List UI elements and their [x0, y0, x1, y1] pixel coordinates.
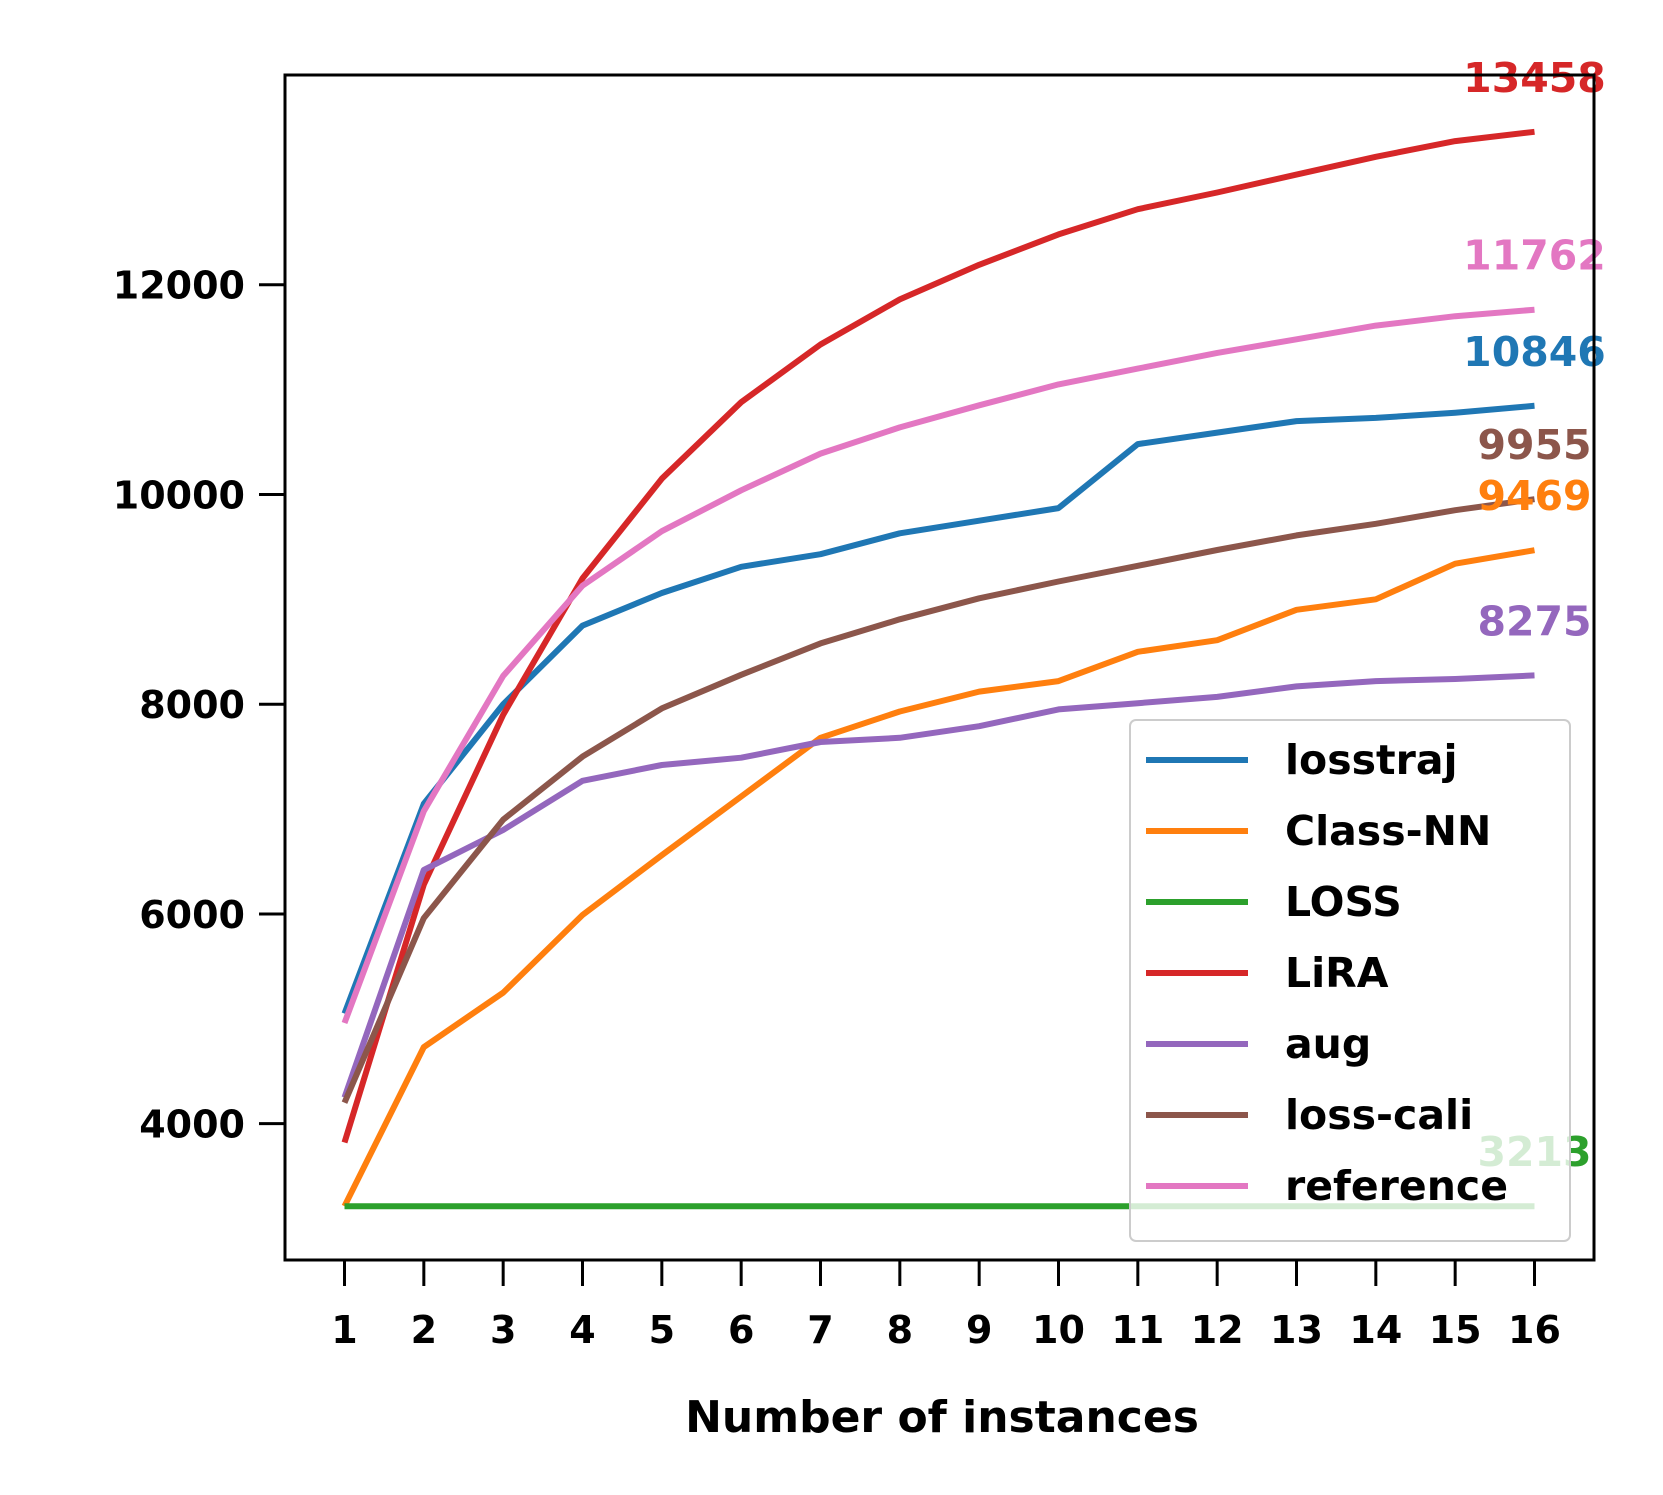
legend-label-losstraj: losstraj: [1285, 736, 1458, 784]
axes-frame: [283, 73, 1596, 1262]
series-line-LiRA: [341, 128, 1535, 1144]
series-line-loss-cali: [341, 496, 1535, 1104]
x-tick-label: 3: [490, 1308, 516, 1352]
y-tick-label: 4000: [139, 1103, 245, 1147]
y-tick-label: 6000: [139, 893, 245, 937]
x-tick-label: 1: [331, 1308, 357, 1352]
series-line-aug: [341, 672, 1535, 1099]
y-tick-label: 10000: [113, 473, 245, 517]
x-tick-label: 9: [966, 1308, 992, 1352]
legend-label-LiRA: LiRA: [1285, 949, 1389, 997]
legend-label-aug: aug: [1285, 1020, 1371, 1068]
end-label-reference: 11762: [1463, 232, 1606, 280]
end-label-loss-cali: 9955: [1477, 421, 1591, 469]
y-tick-label: 12000: [113, 264, 245, 308]
end-label-LiRA: 13458: [1463, 54, 1606, 102]
x-tick-label: 7: [807, 1308, 833, 1352]
x-tick-label: 13: [1270, 1308, 1323, 1352]
legend-label-loss-cali: loss-cali: [1285, 1091, 1473, 1139]
legend: losstraj Class-NN LOSS LiRA aug loss-cali refe…: [1129, 719, 1571, 1242]
end-label-losstraj: 10846: [1463, 328, 1606, 376]
x-tick-label: 15: [1429, 1308, 1482, 1352]
series-line-losstraj: [341, 402, 1535, 1015]
x-tick-label: 8: [887, 1308, 913, 1352]
series-layer: [341, 128, 1536, 1210]
end-label-Class-NN: 9469: [1477, 472, 1591, 520]
x-tick-label: 2: [411, 1308, 437, 1352]
x-tick-label: 4: [569, 1308, 595, 1352]
x-tick-label: 14: [1349, 1308, 1402, 1352]
legend-label-Class-NN: Class-NN: [1285, 807, 1491, 855]
y-tick-label: 8000: [139, 683, 245, 727]
legend-label-reference: reference: [1285, 1162, 1508, 1210]
x-tick-label: 10: [1032, 1308, 1085, 1352]
axes-layer: 1 2 3 4 5 6 7 8 9 10 11 12 13 14 15 1640006000800010000…: [113, 73, 1596, 1352]
x-tick-label: 6: [728, 1308, 754, 1352]
x-tick-label: 12: [1191, 1308, 1244, 1352]
x-tick-label: 16: [1508, 1308, 1561, 1352]
end-label-aug: 8275: [1477, 597, 1591, 645]
x-axis-title: Number of instances: [685, 1392, 1199, 1443]
legend-label-LOSS: LOSS: [1285, 878, 1402, 926]
x-tick-label: 11: [1111, 1308, 1164, 1352]
legend-box: [1129, 719, 1571, 1242]
series-line-reference: [341, 306, 1535, 1025]
series-line-Class-NN: [341, 547, 1536, 1208]
x-tick-label: 5: [649, 1308, 675, 1352]
